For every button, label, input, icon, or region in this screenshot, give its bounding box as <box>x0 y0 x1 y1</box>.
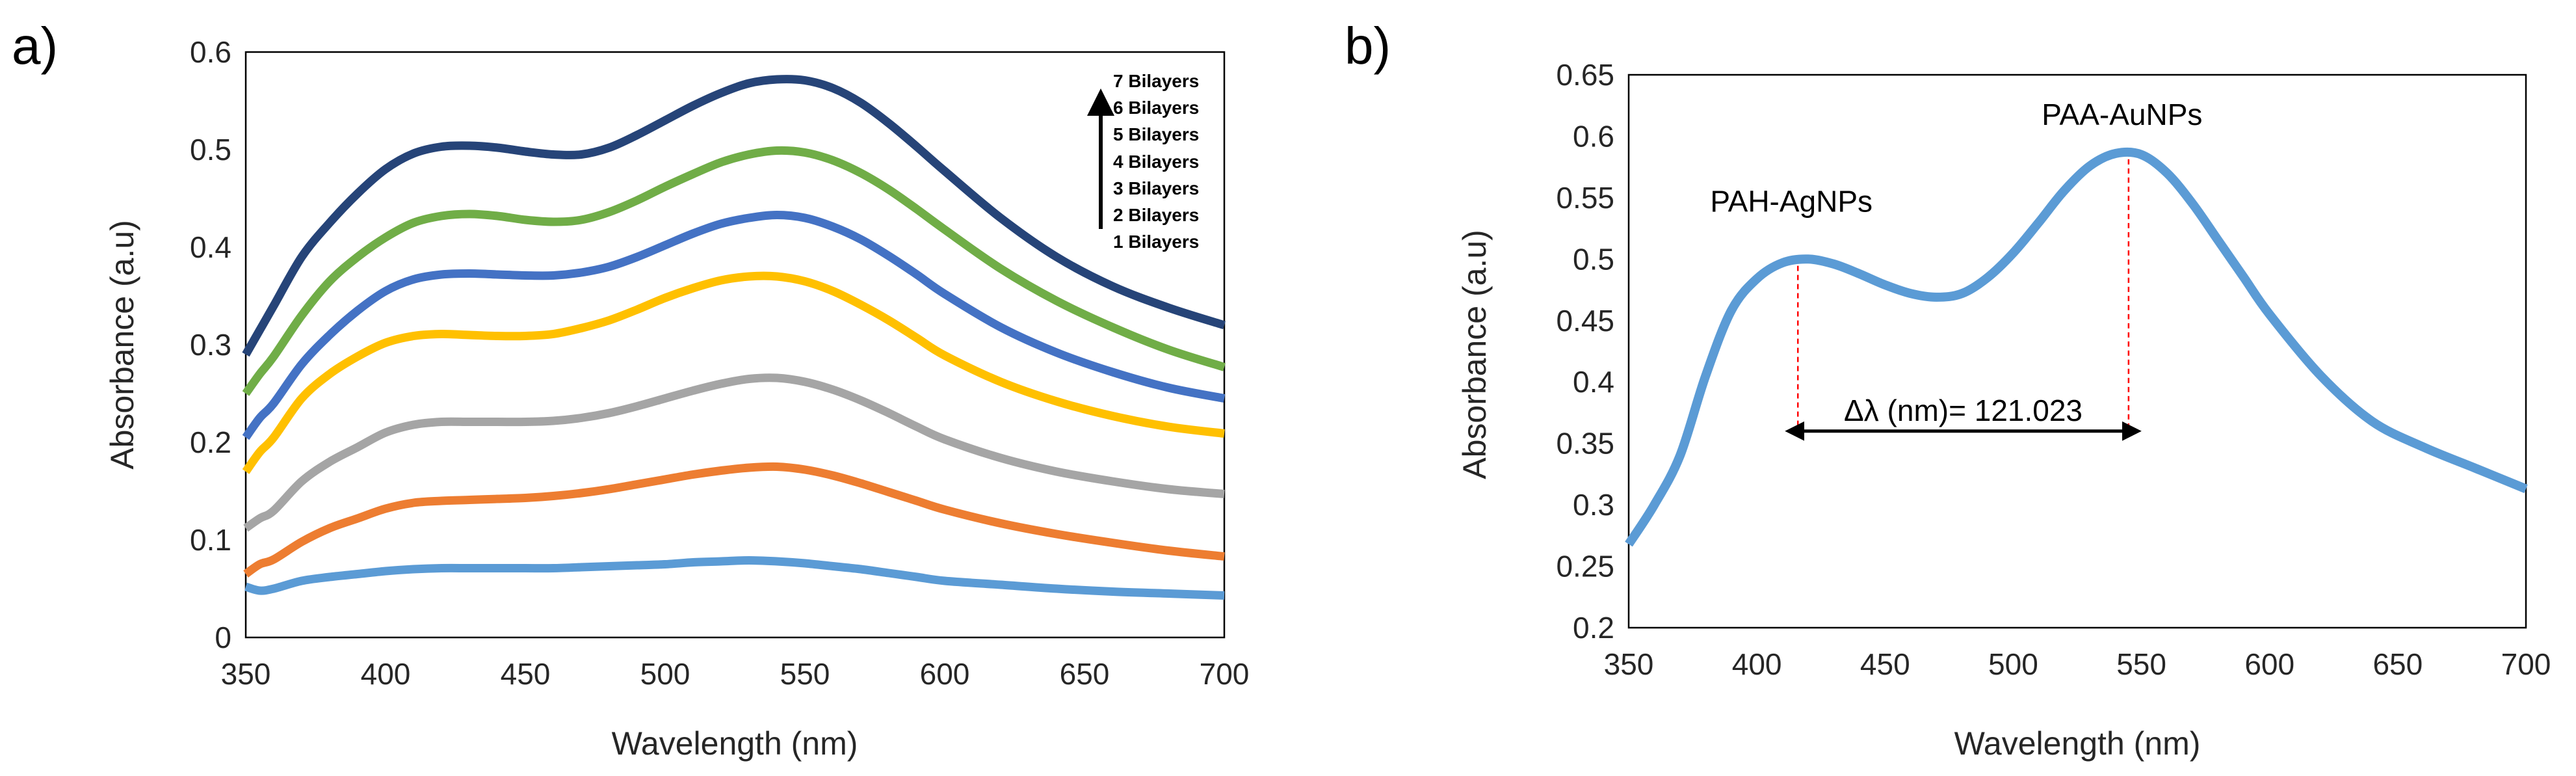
panel-b-y-ticks: 0.2 0.25 0.3 0.35 0.4 0.45 0.5 0.55 0.6 0.65 <box>1556 58 1614 645</box>
x-tick-label: 650 <box>2372 647 2423 681</box>
panel-b: b) 0.2 0.25 0.3 0.35 0.4 0.45 0.5 0.55 0.6 0.65 3… <box>1345 17 2551 762</box>
panel-a-legend: 7 Bilayers 6 Bilayers 5 Bilayers 4 Bilay… <box>1087 71 1199 252</box>
peak1-label: PAH-AgNPs <box>1710 185 1873 219</box>
x-tick-label: 500 <box>1988 647 2038 681</box>
series-line-3-bilayers <box>243 373 1225 532</box>
x-tick-label: 550 <box>2116 647 2166 681</box>
y-tick-label: 0.4 <box>190 230 231 264</box>
legend-label: 6 Bilayers <box>1113 98 1199 118</box>
x-tick-label: 400 <box>1732 647 1782 681</box>
series-line-5-bilayers <box>242 211 1226 440</box>
y-tick-label: 0.3 <box>190 328 231 362</box>
x-tick-label: 600 <box>920 657 970 691</box>
x-tick-label: 600 <box>2244 647 2294 681</box>
panel-b-annotations: PAH-AgNPs PAA-AuNPs Δλ (nm)= 121.023 <box>1710 98 2202 441</box>
y-tick-label: 0.5 <box>1573 242 1614 276</box>
panel-a: a) 0 0.1 0.2 0.3 0.4 0.5 0.6 350 400 450 500 550 60… <box>12 17 1249 762</box>
y-tick-label: 0.35 <box>1556 427 1614 461</box>
panel-b-plot-frame <box>1627 74 2527 629</box>
panel-b-x-ticks: 350 400 450 500 550 600 650 700 <box>1604 647 2551 681</box>
panel-a-y-ticks: 0 0.1 0.2 0.3 0.4 0.5 0.6 <box>190 35 231 654</box>
y-tick-label: 0.55 <box>1556 181 1614 215</box>
y-tick-label: 0.2 <box>1573 611 1614 645</box>
series-line-4-bilayers <box>242 271 1225 474</box>
y-tick-label: 0.6 <box>1573 119 1614 153</box>
panel-a-series <box>242 75 1226 600</box>
panel-b-y-axis-title: Absorbance (a.u) <box>1456 230 1493 479</box>
y-tick-label: 0 <box>215 621 231 654</box>
peak2-label: PAA-AuNPs <box>2042 98 2202 131</box>
x-tick-label: 350 <box>221 657 271 691</box>
legend-label: 2 Bilayers <box>1113 205 1199 225</box>
panel-a-x-ticks: 350 400 450 500 550 600 650 700 <box>221 657 1250 691</box>
legend-label: 4 Bilayers <box>1113 152 1199 172</box>
panel-a-x-axis-title: Wavelength (nm) <box>612 725 858 762</box>
panel-b-x-axis-title: Wavelength (nm) <box>1954 725 2201 762</box>
x-tick-label: 350 <box>1604 647 1654 681</box>
series-line-7-bilayers <box>242 75 1226 357</box>
x-tick-label: 550 <box>780 657 830 691</box>
x-tick-label: 500 <box>640 657 690 691</box>
x-tick-label: 700 <box>2501 647 2551 681</box>
panel-a-label: a) <box>12 17 58 75</box>
series-line-6-bilayers <box>242 146 1226 396</box>
y-tick-label: 0.4 <box>1573 365 1614 399</box>
y-tick-label: 0.5 <box>190 133 231 167</box>
panel-b-label: b) <box>1345 17 1391 75</box>
legend-label: 7 Bilayers <box>1113 71 1199 91</box>
series-line-spectrum <box>1625 147 2528 547</box>
legend-label: 3 Bilayers <box>1113 178 1199 198</box>
x-tick-label: 700 <box>1200 657 1250 691</box>
y-tick-label: 0.3 <box>1573 488 1614 522</box>
y-tick-label: 0.25 <box>1556 550 1614 583</box>
series-line-2-bilayers <box>243 462 1225 578</box>
y-tick-label: 0.45 <box>1556 304 1614 338</box>
series-line-1-bilayers <box>244 556 1225 600</box>
x-tick-label: 450 <box>1860 647 1910 681</box>
panel-b-series <box>1625 147 2528 547</box>
panel-a-y-axis-title: Absorbance (a.u) <box>104 220 140 470</box>
delta-label: Δλ (nm)= 121.023 <box>1844 394 2083 427</box>
x-tick-label: 450 <box>501 657 551 691</box>
legend-label: 5 Bilayers <box>1113 124 1199 144</box>
y-tick-label: 0.65 <box>1556 58 1614 92</box>
legend-label: 1 Bilayers <box>1113 232 1199 252</box>
panel-a-plot-frame <box>244 51 1226 639</box>
y-tick-label: 0.6 <box>190 35 231 69</box>
y-tick-label: 0.2 <box>190 425 231 459</box>
x-tick-label: 650 <box>1060 657 1110 691</box>
y-tick-label: 0.1 <box>190 523 231 557</box>
x-tick-label: 400 <box>361 657 411 691</box>
